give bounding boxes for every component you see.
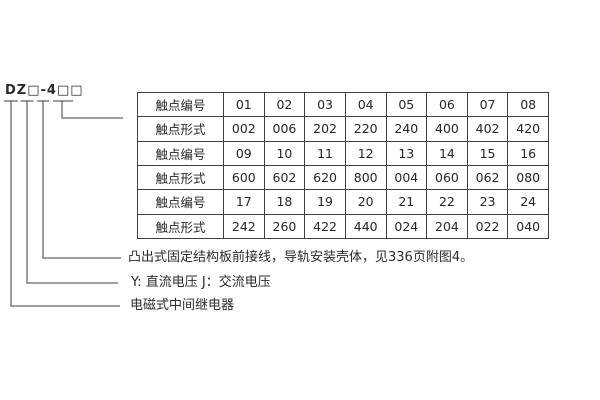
value-cell: 13	[385, 140, 428, 166]
note-voltage: Y: 直流电压 J：交流电压	[131, 275, 271, 290]
contact-table: 触点编号 01 02 03 04 05 06 07 08 触点形式 002 006 202 220 240 4…	[137, 91, 549, 240]
value-cell: 620	[304, 164, 346, 191]
table-row: 触点形式 002 006 202 220 240 400 402 420	[137, 116, 549, 142]
value-cell: 024	[385, 213, 428, 240]
value-cell: 600	[223, 164, 265, 191]
row-label-cell: 触点编号	[137, 189, 224, 215]
value-cell: 002	[223, 116, 265, 142]
note-structure: 凸出式固定结构板前接线，导轨安装壳体，见336页附图4。	[128, 250, 474, 265]
leader-line-structure	[42, 101, 121, 259]
row-label-cell: 触点形式	[137, 164, 224, 191]
value-cell: 400	[426, 116, 468, 142]
value-cell: 02	[263, 91, 306, 118]
value-cell: 440	[344, 213, 387, 240]
table-row: 触点形式 600 602 620 800 004 060 062 080	[137, 164, 549, 191]
value-cell: 204	[426, 213, 468, 240]
table-row: 触点编号 01 02 03 04 05 06 07 08	[137, 91, 549, 118]
table-row: 触点编号 17 18 19 20 21 22 23 24	[137, 189, 549, 215]
value-cell: 03	[304, 91, 346, 118]
value-cell: 20	[344, 189, 387, 215]
value-cell: 402	[466, 116, 509, 142]
leader-line-voltage	[26, 101, 118, 284]
value-cell: 22	[426, 189, 468, 215]
value-cell: 240	[385, 116, 428, 142]
leader-line-contact-table	[61, 101, 123, 119]
value-cell: 800	[344, 164, 387, 191]
value-cell: 21	[385, 189, 428, 215]
value-cell: 15	[466, 140, 509, 166]
value-cell: 24	[507, 189, 549, 215]
value-cell: 08	[507, 91, 549, 118]
value-cell: 11	[304, 140, 346, 166]
value-cell: 060	[426, 164, 468, 191]
row-label-cell: 触点形式	[137, 116, 224, 142]
value-cell: 022	[466, 213, 509, 240]
value-cell: 422	[304, 213, 346, 240]
value-cell: 19	[304, 189, 346, 215]
row-label-cell: 触点编号	[137, 140, 224, 166]
contact-table-body: 触点编号 01 02 03 04 05 06 07 08 触点形式 002 006 202 220 240 4…	[137, 91, 549, 240]
value-cell: 242	[223, 213, 265, 240]
value-cell: 07	[466, 91, 509, 118]
value-cell: 09	[223, 140, 265, 166]
value-cell: 06	[426, 91, 468, 118]
row-label-cell: 触点形式	[137, 213, 224, 240]
value-cell: 05	[385, 91, 428, 118]
value-cell: 062	[466, 164, 509, 191]
value-cell: 23	[466, 189, 509, 215]
value-cell: 04	[344, 91, 387, 118]
value-cell: 12	[344, 140, 387, 166]
row-label-cell: 触点编号	[137, 91, 224, 118]
value-cell: 16	[507, 140, 549, 166]
value-cell: 420	[507, 116, 549, 142]
value-cell: 006	[263, 116, 306, 142]
value-cell: 040	[507, 213, 549, 240]
leader-line-type	[10, 101, 120, 307]
model-code: DZ□-4□□	[5, 83, 84, 98]
value-cell: 18	[263, 189, 306, 215]
note-type: 电磁式中间继电器	[130, 298, 235, 313]
value-cell: 17	[223, 189, 265, 215]
value-cell: 260	[263, 213, 306, 240]
value-cell: 602	[263, 164, 306, 191]
value-cell: 14	[426, 140, 468, 166]
table-row: 触点形式 242 260 422 440 024 204 022 040	[137, 213, 549, 240]
value-cell: 202	[304, 116, 346, 142]
value-cell: 01	[223, 91, 265, 118]
value-cell: 080	[507, 164, 549, 191]
table-row: 触点编号 09 10 11 12 13 14 15 16	[137, 140, 549, 166]
value-cell: 10	[263, 140, 306, 166]
value-cell: 004	[385, 164, 428, 191]
value-cell: 220	[344, 116, 387, 142]
